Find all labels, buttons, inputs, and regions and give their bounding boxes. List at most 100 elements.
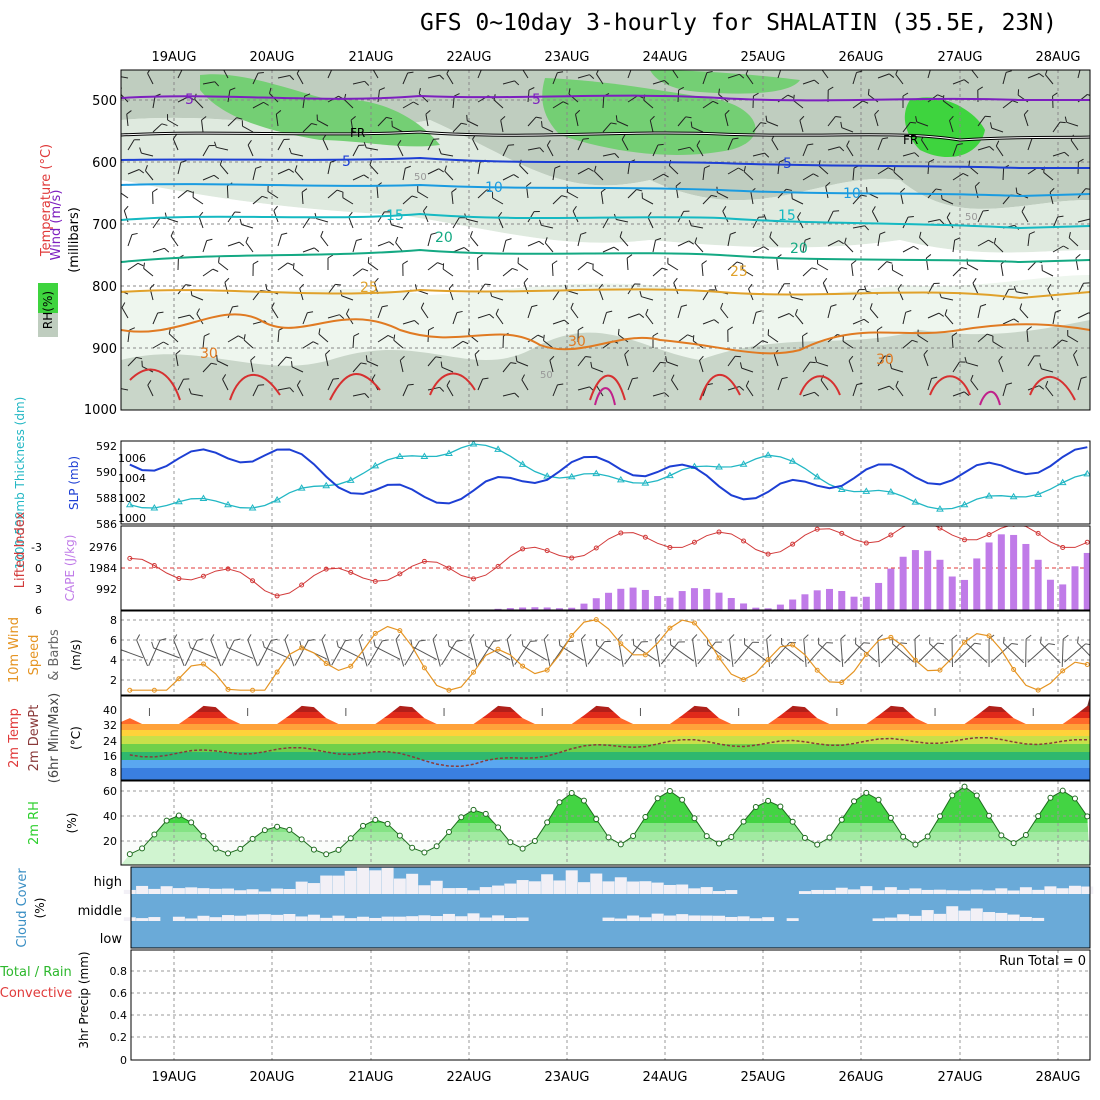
wind-barb (477, 254, 483, 271)
wind-barb (402, 101, 419, 109)
thickness-marker (273, 496, 281, 503)
wind-barb (745, 380, 754, 397)
cloud-cell (946, 906, 959, 921)
freezing-level-label: FR (903, 133, 918, 147)
cloud-cell (651, 913, 664, 921)
wind-barb (477, 70, 483, 79)
wind-barb (292, 262, 304, 277)
wind-barb (495, 308, 504, 325)
wind10m-barbs (121, 634, 1090, 668)
upper-axis-labels: Wind (m/s) Temperature (°C) Temperature … (38, 144, 82, 337)
rh2m-marker (740, 818, 747, 825)
cloud-cell (884, 887, 897, 894)
wind-barb (377, 87, 385, 103)
cloud-cell (835, 887, 848, 894)
cape-bar (494, 608, 502, 610)
wind10m-barb (221, 638, 241, 666)
thickness-marker (494, 445, 502, 452)
wind-barb (527, 304, 538, 319)
cloud-cell (393, 878, 406, 894)
cloud-cell (897, 889, 910, 894)
wind-barb (369, 159, 379, 175)
cloud-cell (344, 870, 357, 894)
contour-labels: 5 5 5 5 10 10 15 15 20 20 25 25 30 30 30… (185, 92, 978, 381)
wind-barb (427, 356, 442, 367)
temp-contour-15 (121, 212, 1090, 230)
wind-barb (527, 334, 544, 343)
wind10m-barb (855, 637, 878, 663)
wind-barb (175, 349, 181, 367)
wind-barb (239, 218, 254, 229)
wind-barb (216, 354, 229, 367)
lifted-index-cape-panel: -3 0 3 6 2976 1984 992 Lifted Index CAPE… (13, 511, 1091, 617)
wind-barb (1077, 70, 1082, 79)
cape-bar (850, 596, 858, 610)
contour-label: 10 (843, 186, 861, 202)
cape-bar (924, 550, 932, 610)
wind-barb (227, 335, 244, 343)
wind-barb (649, 115, 655, 133)
wind-barb (327, 378, 339, 391)
rh2m-panel: 60 40 20 2m RH (%) (27, 780, 1091, 866)
wind-barb (139, 147, 154, 157)
wind-barb (551, 260, 558, 277)
cloud-cell (516, 880, 529, 894)
wind10m-barb (404, 639, 426, 666)
wind-barb (377, 116, 393, 127)
slp-tick: 1004 (118, 472, 146, 485)
wind-barb (699, 355, 704, 373)
wind10m-barb (1003, 636, 1025, 664)
wind-barb (523, 277, 529, 295)
rh2m-marker (347, 835, 354, 842)
cloud-cell (995, 912, 1008, 921)
wind-barb (615, 115, 629, 127)
wind-barb (301, 188, 308, 205)
li-marker (765, 551, 771, 557)
wind-barb (1002, 288, 1015, 301)
wind-barb (993, 237, 1004, 253)
wind10m-barb (692, 634, 698, 667)
wind-barb (915, 116, 929, 127)
rh2m-marker (482, 810, 489, 817)
wind-barb (302, 247, 320, 253)
bottom-date-labels: 19AUG 20AUG 21AUG 22AUG 23AUG 24AUG 25AU… (151, 1070, 1080, 1085)
wind-barb (602, 246, 620, 253)
slp-tick: 1000 (118, 512, 146, 525)
rh2m-marker (875, 796, 882, 803)
wind10m-barb (373, 640, 401, 660)
thickness-marker (788, 457, 797, 464)
cape-bar (617, 588, 625, 610)
wind-barb (202, 81, 220, 87)
wind-barb (1026, 326, 1032, 343)
wind10m-marker (397, 628, 403, 634)
temp-contour-30 (121, 313, 1090, 355)
wind-barb (440, 361, 454, 373)
precip-axis-label: 3hr Precip (mm) (77, 951, 91, 1048)
cloud-cell (222, 915, 235, 921)
thickness-marker (1083, 469, 1090, 477)
cloud-cell (455, 888, 468, 894)
bottom-date-label: 24AUG (642, 1070, 687, 1085)
wind-barb (277, 138, 290, 151)
cloud-cell (492, 885, 505, 894)
wind-barb (502, 174, 519, 181)
cape-bar (703, 588, 711, 610)
wind-barb (927, 312, 945, 319)
rh2m-marker (630, 833, 637, 840)
wind-barb (799, 115, 805, 133)
thickness-tick: 592 (96, 440, 117, 453)
li-marker (790, 541, 796, 547)
wind10m-barb (521, 639, 548, 661)
wind-barb (902, 92, 909, 108)
cloud-cell (700, 887, 713, 894)
wind-barb (399, 355, 405, 373)
wind-barb (202, 145, 215, 157)
cloud-cell (357, 916, 370, 921)
cloud-cell (307, 914, 320, 921)
cloud-cell (798, 891, 811, 894)
wind-barb (1041, 264, 1054, 277)
wind-barb (452, 217, 466, 229)
li-marker (814, 526, 820, 532)
cloud-cell (246, 914, 259, 921)
wind-barb (1023, 109, 1029, 127)
